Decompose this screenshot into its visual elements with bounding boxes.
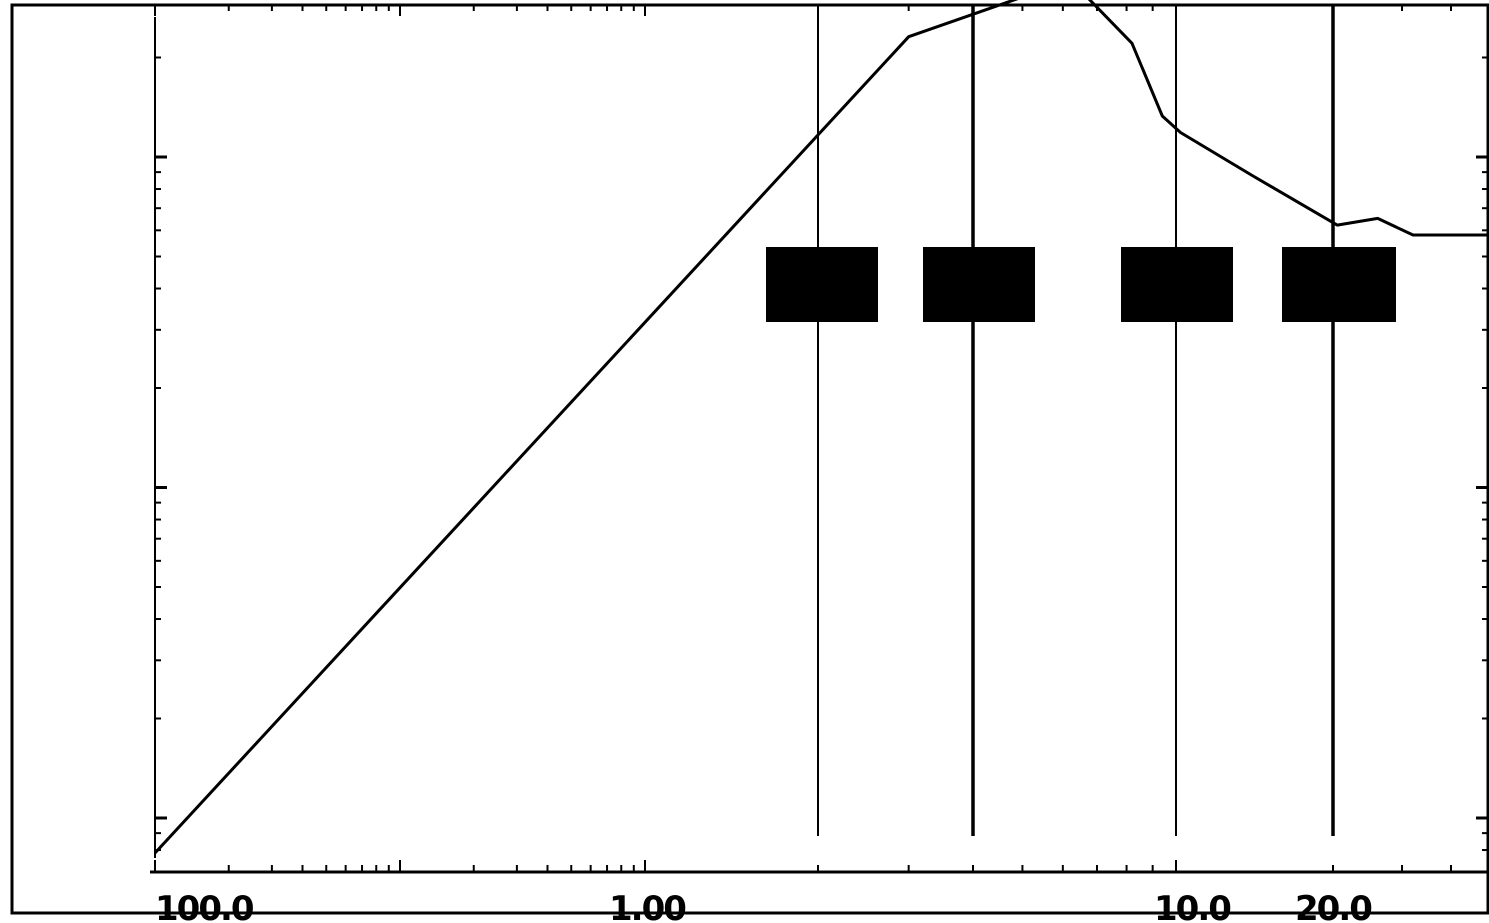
reference-lines — [817, 5, 1335, 836]
label-boxes — [766, 247, 1396, 322]
y-axis-ticks-left — [155, 56, 167, 852]
label-box — [1282, 247, 1396, 322]
series-line — [153, 0, 1489, 855]
x-tick-label: 100.0 — [155, 889, 254, 923]
figure-border — [10, 3, 1489, 915]
x-tick-label: 1.00 — [609, 889, 686, 923]
label-box — [1121, 247, 1233, 322]
x-tick-label: 20.0 — [1295, 889, 1372, 923]
label-box — [766, 247, 878, 322]
label-box — [923, 247, 1035, 322]
x-axis-ticks — [154, 5, 1489, 872]
x-tick-label: 10.0 — [1154, 889, 1231, 923]
x-axis-tick-labels: 100.0 1.00 10.0 20.0 — [155, 889, 1374, 923]
y-axis-ticks-right — [1476, 56, 1488, 852]
